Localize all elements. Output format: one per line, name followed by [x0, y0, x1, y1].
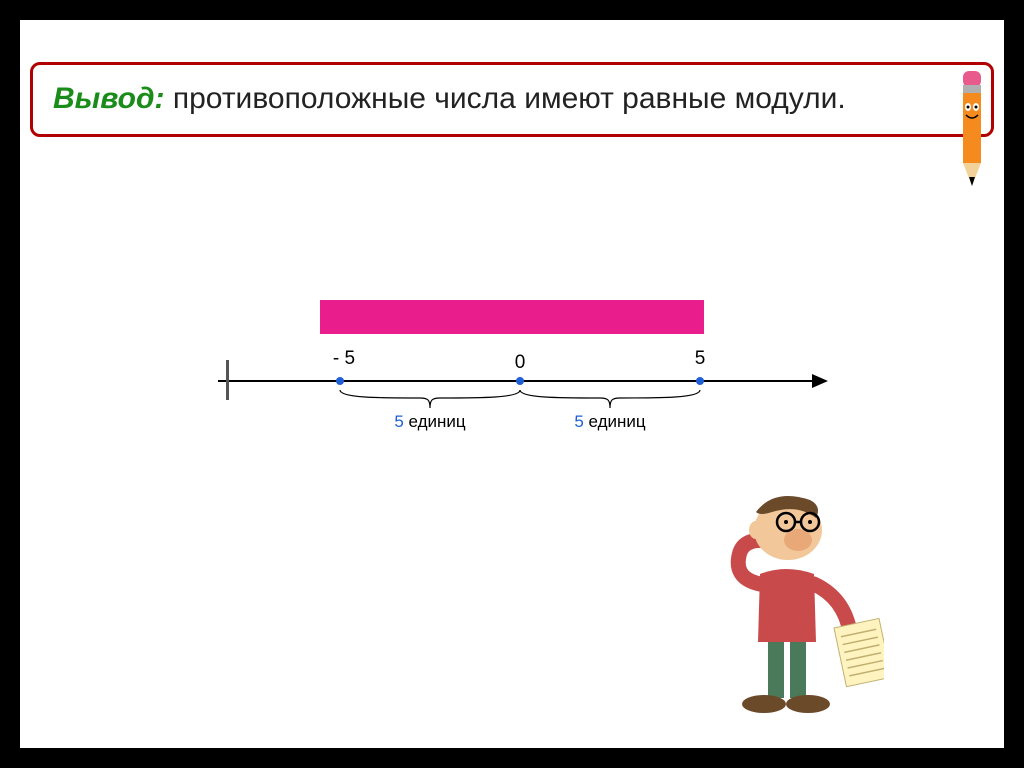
pencil-icon — [947, 71, 997, 191]
label-neg5: - 5 — [333, 348, 355, 370]
conclusion-box: Вывод: противоположные числа имеют равны… — [30, 62, 994, 137]
brace-right — [520, 388, 700, 410]
pink-bar — [320, 300, 704, 334]
thinking-character-icon — [694, 478, 884, 718]
conclusion-text: противоположные числа имеют равные модул… — [165, 82, 846, 115]
point-neg5 — [336, 377, 344, 385]
point-zero — [516, 377, 524, 385]
label-zero: 0 — [515, 352, 526, 374]
conclusion-label: Вывод: — [53, 82, 165, 115]
label-pos5: 5 — [695, 348, 706, 370]
brace-left — [340, 388, 520, 410]
point-pos5 — [696, 377, 704, 385]
brace-right-label: 5 единиц — [574, 412, 645, 432]
slide-frame: Вывод: противоположные числа имеют равны… — [20, 20, 1004, 748]
brace-left-label: 5 единиц — [394, 412, 465, 432]
axis-arrowhead-icon — [812, 374, 828, 388]
axis-left-endtick — [226, 360, 229, 400]
